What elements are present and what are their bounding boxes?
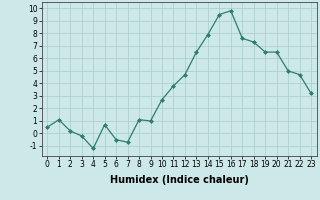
X-axis label: Humidex (Indice chaleur): Humidex (Indice chaleur) — [110, 175, 249, 185]
